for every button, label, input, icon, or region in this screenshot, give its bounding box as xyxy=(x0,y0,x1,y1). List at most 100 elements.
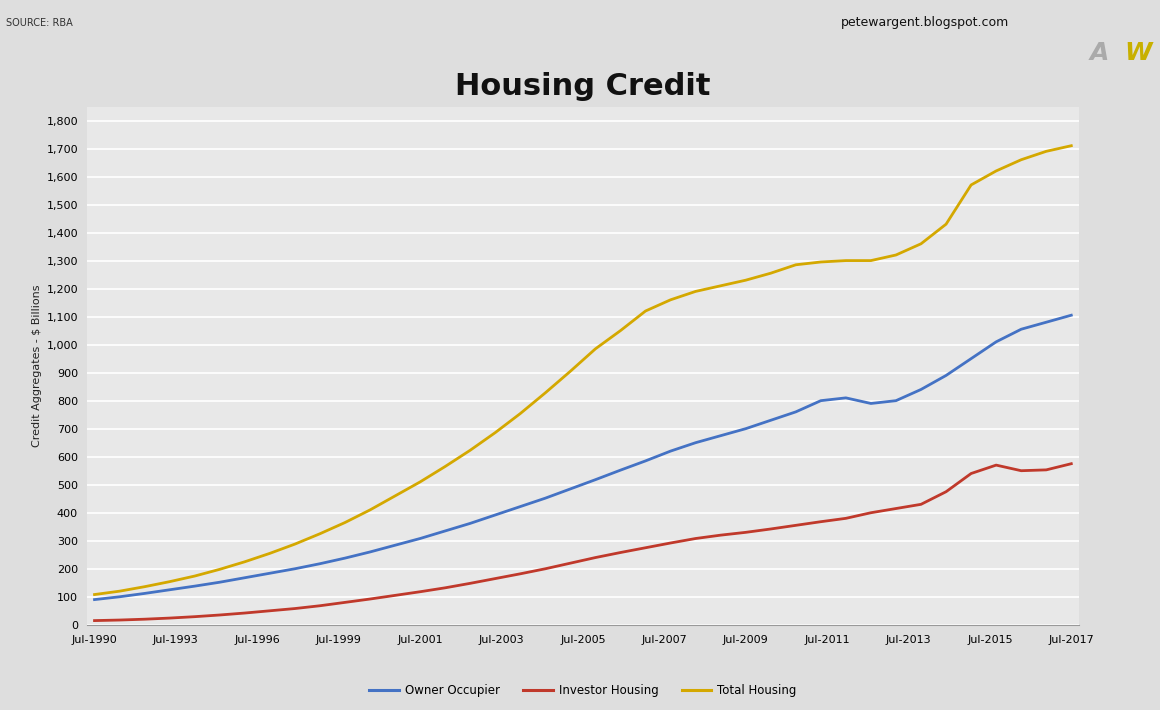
Investor Housing xyxy=(238,608,252,617)
Owner Occupier xyxy=(739,425,753,433)
Owner Occupier xyxy=(1065,311,1079,320)
Investor Housing xyxy=(1039,466,1053,474)
Owner Occupier xyxy=(889,396,902,405)
Text: SOURCE: RBA: SOURCE: RBA xyxy=(6,18,73,28)
Owner Occupier xyxy=(413,534,427,542)
Total Housing xyxy=(614,327,628,335)
Text: petewargent.blogspot.com: petewargent.blogspot.com xyxy=(841,16,1009,28)
Owner Occupier xyxy=(263,569,277,577)
Total Housing xyxy=(313,530,327,538)
Owner Occupier xyxy=(689,439,703,447)
Investor Housing xyxy=(1014,466,1028,475)
Total Housing xyxy=(1039,147,1053,155)
Total Housing xyxy=(713,282,727,290)
Investor Housing xyxy=(313,601,327,610)
Owner Occupier xyxy=(940,371,954,380)
Investor Housing xyxy=(338,598,351,606)
Owner Occupier xyxy=(87,595,101,604)
Owner Occupier xyxy=(814,396,828,405)
Total Housing xyxy=(689,287,703,295)
Y-axis label: Credit Aggregates - $ Billions: Credit Aggregates - $ Billions xyxy=(32,285,42,447)
Investor Housing xyxy=(363,595,377,604)
Line: Total Housing: Total Housing xyxy=(94,146,1072,594)
Investor Housing xyxy=(564,559,578,567)
Title: Housing Credit: Housing Credit xyxy=(455,72,711,102)
Total Housing xyxy=(814,258,828,266)
Investor Housing xyxy=(638,543,652,552)
Owner Occupier xyxy=(514,502,528,510)
Total Housing xyxy=(438,462,452,471)
Total Housing xyxy=(739,276,753,285)
Investor Housing xyxy=(113,616,126,624)
Total Housing xyxy=(363,506,377,514)
Owner Occupier xyxy=(463,519,477,528)
Owner Occupier xyxy=(713,432,727,440)
Total Housing xyxy=(964,180,978,189)
Investor Housing xyxy=(288,604,302,613)
Owner Occupier xyxy=(488,510,502,519)
Total Housing xyxy=(1014,155,1028,164)
Investor Housing xyxy=(188,613,202,621)
Total Housing xyxy=(338,518,351,527)
Total Housing xyxy=(914,239,928,248)
Total Housing xyxy=(389,491,403,500)
Total Housing xyxy=(87,590,101,599)
Total Housing xyxy=(463,446,477,454)
Line: Owner Occupier: Owner Occupier xyxy=(94,315,1072,599)
Investor Housing xyxy=(864,508,878,517)
Total Housing xyxy=(989,167,1003,175)
Investor Housing xyxy=(212,611,226,619)
Total Housing xyxy=(514,409,528,417)
Total Housing xyxy=(839,256,853,265)
Total Housing xyxy=(212,565,226,574)
Owner Occupier xyxy=(914,386,928,394)
Owner Occupier xyxy=(588,476,602,484)
Investor Housing xyxy=(87,616,101,625)
Total Housing xyxy=(488,428,502,437)
Total Housing xyxy=(588,344,602,353)
Total Housing xyxy=(564,367,578,376)
Investor Housing xyxy=(488,574,502,583)
Total Housing xyxy=(113,587,126,596)
Total Housing xyxy=(1065,141,1079,150)
Owner Occupier xyxy=(438,527,452,535)
Investor Housing xyxy=(614,548,628,557)
Owner Occupier xyxy=(839,393,853,402)
Owner Occupier xyxy=(1014,325,1028,334)
Investor Housing xyxy=(889,504,902,513)
Investor Housing xyxy=(538,564,552,573)
Total Housing xyxy=(288,540,302,548)
Owner Occupier xyxy=(989,337,1003,346)
Owner Occupier xyxy=(763,416,777,425)
Total Housing xyxy=(188,572,202,580)
Owner Occupier xyxy=(664,447,677,455)
Owner Occupier xyxy=(162,586,176,594)
Line: Investor Housing: Investor Housing xyxy=(94,464,1072,621)
Investor Housing xyxy=(664,539,677,547)
Owner Occupier xyxy=(313,559,327,568)
Owner Occupier xyxy=(864,399,878,408)
Investor Housing xyxy=(739,528,753,537)
Investor Housing xyxy=(514,569,528,578)
Investor Housing xyxy=(940,488,954,496)
Text: A: A xyxy=(1089,40,1109,65)
Total Housing xyxy=(864,256,878,265)
Total Housing xyxy=(664,295,677,304)
Investor Housing xyxy=(839,514,853,523)
Owner Occupier xyxy=(188,582,202,591)
Total Housing xyxy=(413,478,427,486)
Owner Occupier xyxy=(614,466,628,474)
Investor Housing xyxy=(964,469,978,478)
Owner Occupier xyxy=(138,589,152,598)
Investor Housing xyxy=(1065,459,1079,468)
Total Housing xyxy=(638,307,652,315)
Owner Occupier xyxy=(964,354,978,363)
Owner Occupier xyxy=(638,457,652,465)
Owner Occupier xyxy=(564,485,578,493)
Total Housing xyxy=(263,549,277,557)
Investor Housing xyxy=(413,587,427,596)
Owner Occupier xyxy=(113,593,126,601)
Total Housing xyxy=(538,388,552,397)
Text: W: W xyxy=(1124,40,1152,65)
Total Housing xyxy=(162,577,176,586)
